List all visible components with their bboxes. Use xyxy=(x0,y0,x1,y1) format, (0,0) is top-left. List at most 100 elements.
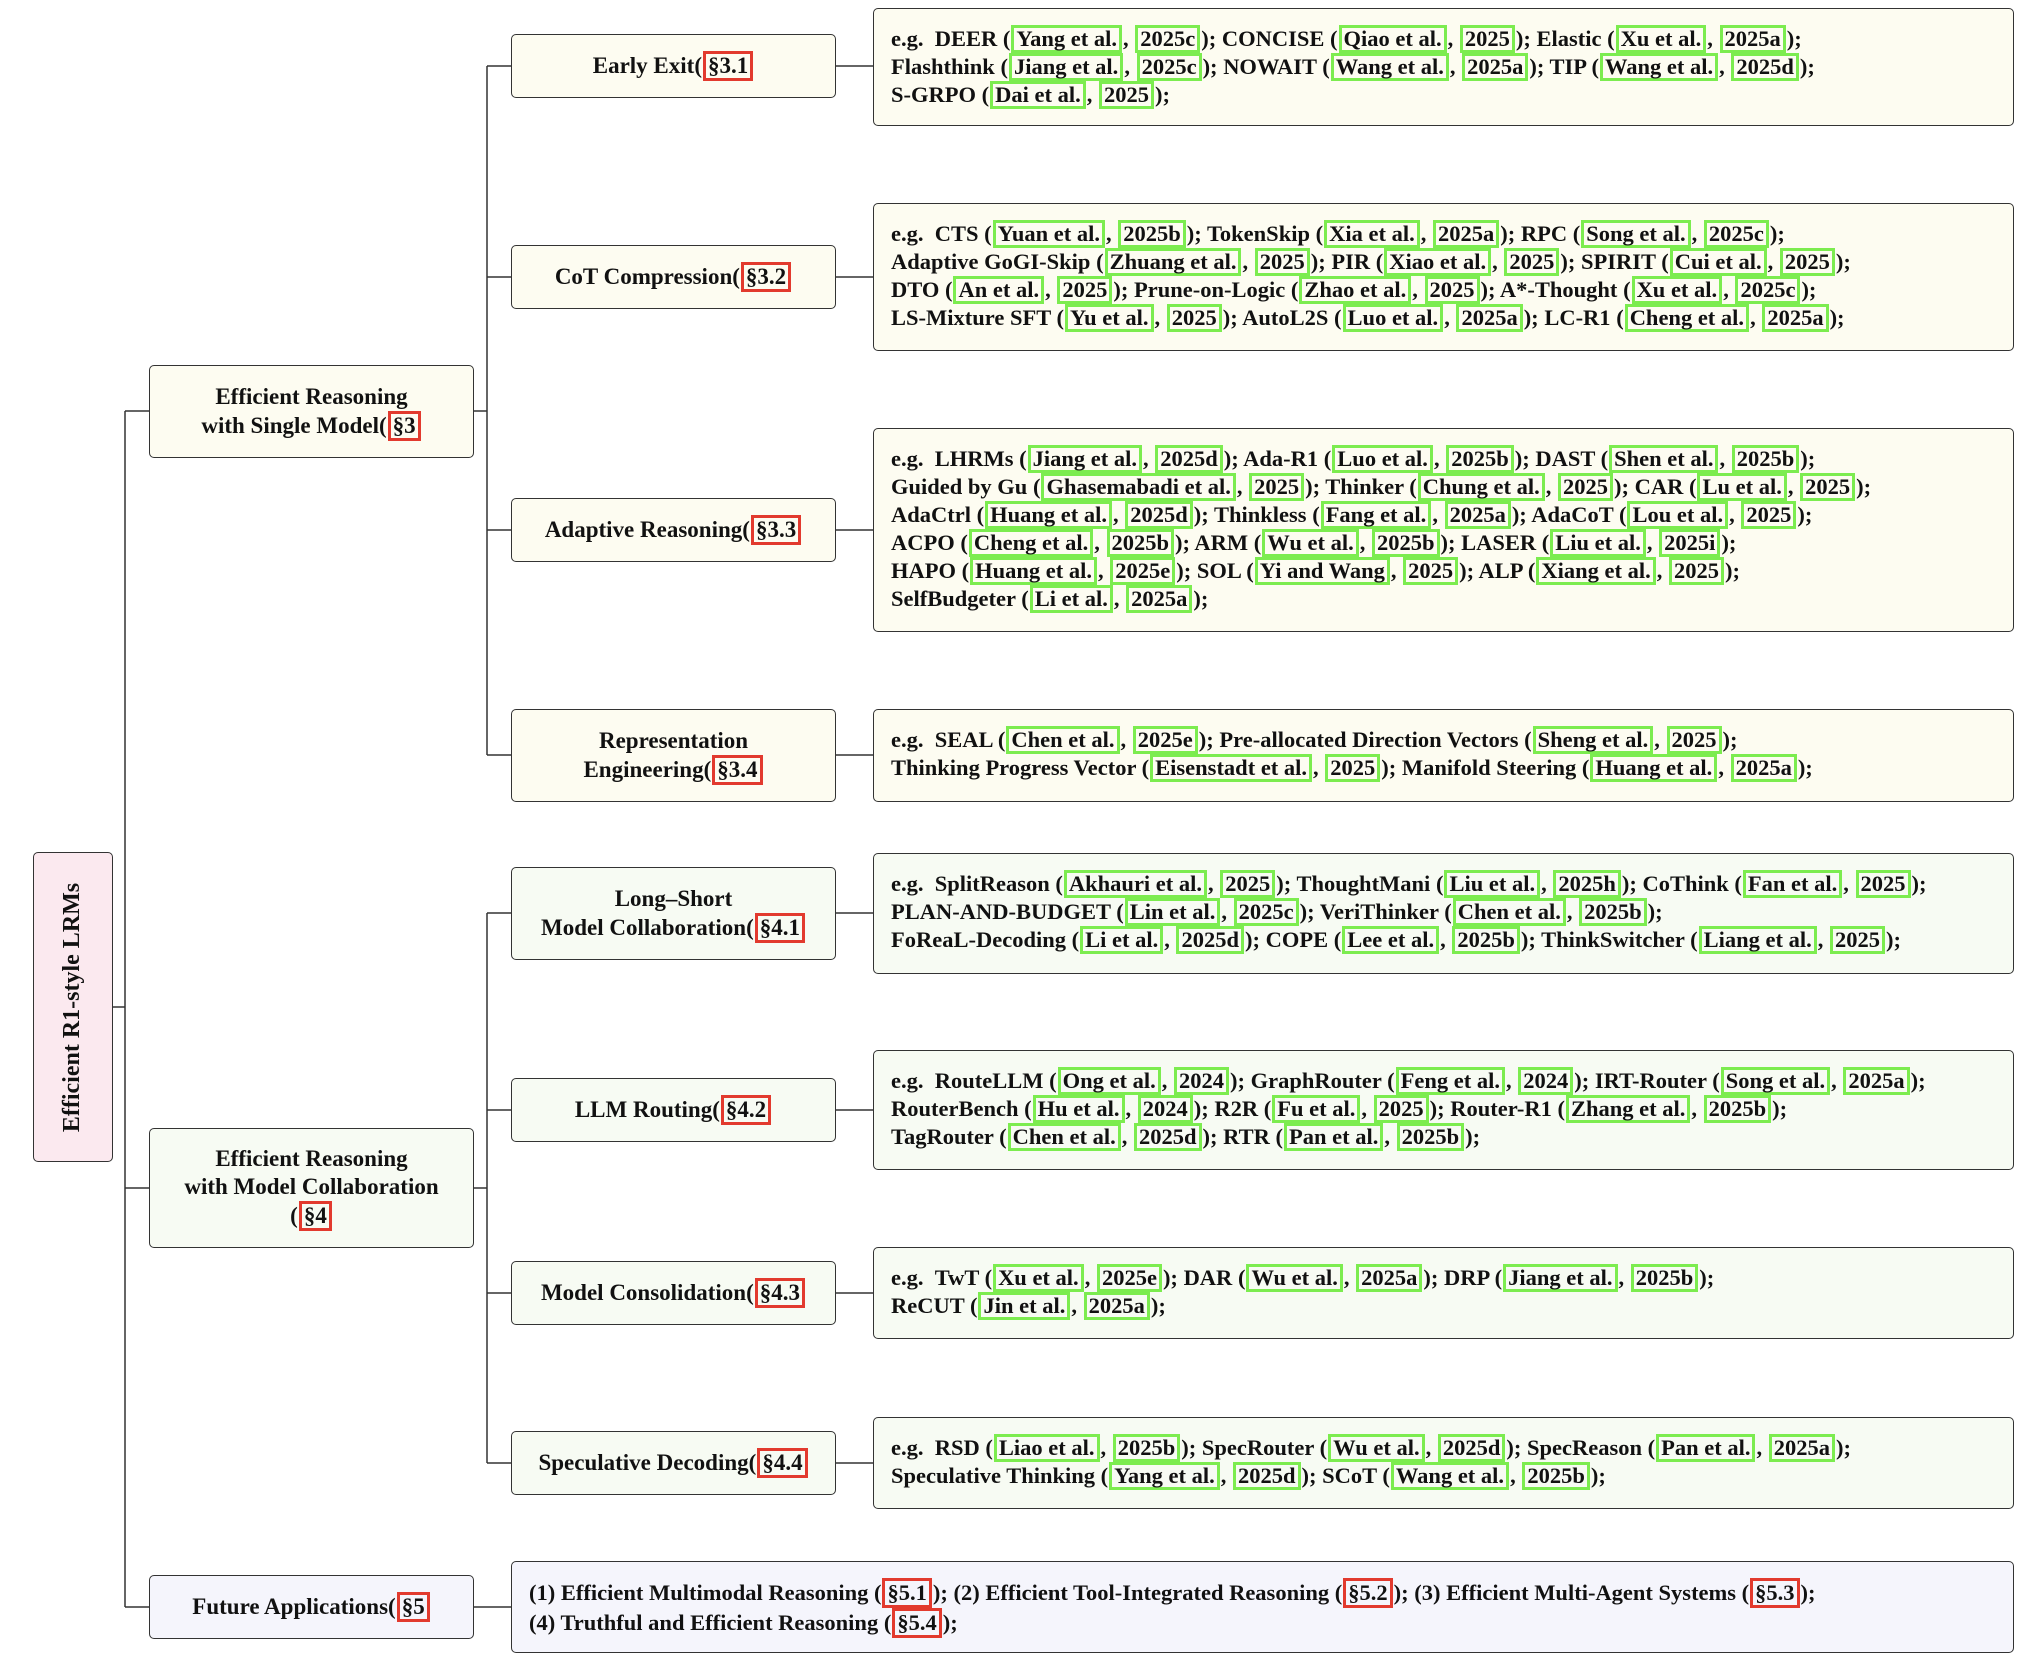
method-name: ReCUT xyxy=(891,1293,965,1318)
citation-year: 2025 xyxy=(1855,870,1911,898)
citation-year: 2025 xyxy=(1249,473,1305,501)
citation-year: 2025e xyxy=(1132,726,1198,754)
citation-year: 2025a xyxy=(1843,1067,1910,1095)
method-name: SplitReason xyxy=(934,871,1050,896)
method-name: Thinking Progress Vector xyxy=(891,755,1137,780)
eg-prefix: e.g. xyxy=(891,727,924,752)
section-ref: §4.4 xyxy=(757,1448,808,1478)
node-label-line: (§4 xyxy=(290,1201,333,1231)
method-name: Ada-R1 xyxy=(1243,446,1319,471)
node-label-line: with Single Model (§3 xyxy=(201,410,421,441)
citation-year: 2025b xyxy=(1118,220,1186,248)
leaf-representation-engineering-methods: e.g. SEAL (Chen et al., 2025e); Pre-allo… xyxy=(873,709,2014,802)
method-line: e.g. LHRMs (Jiang et al., 2025d); Ada-R1… xyxy=(891,445,1816,473)
method-name: COPE xyxy=(1265,927,1329,952)
node-label-text: Future Applications xyxy=(192,1594,389,1619)
method-name: GraphRouter xyxy=(1250,1068,1382,1093)
citation-author: Cui et al. xyxy=(1669,248,1767,276)
citation-year: 2025d xyxy=(1134,1123,1202,1151)
citation-year: 2025e xyxy=(1096,1264,1162,1292)
method-name: ACPO xyxy=(891,530,955,555)
citation-author: Huang et al. xyxy=(970,557,1098,585)
node-label-text: Long–Short xyxy=(614,885,733,911)
citation-year: 2025 xyxy=(1057,276,1113,304)
method-name: Prune-on-Logic xyxy=(1133,277,1286,302)
section-ref: §4.1 xyxy=(754,912,805,943)
method-name: SelfBudgeter xyxy=(891,586,1016,611)
method-name: TIP xyxy=(1549,54,1586,79)
node-label-text: Representation xyxy=(598,727,749,753)
citation-author: Zhao et al. xyxy=(1299,276,1412,304)
section-ref: §5.4 xyxy=(892,1608,942,1638)
method-line: e.g. RSD (Liao et al., 2025b); SpecRoute… xyxy=(891,1434,1851,1462)
citation-year: 2025e xyxy=(1110,557,1176,585)
citation-year: 2025b xyxy=(1452,926,1520,954)
citation-year: 2025b xyxy=(1703,1095,1772,1123)
citation-year: 2024 xyxy=(1137,1095,1193,1123)
citation-author: Eisenstadt et al. xyxy=(1150,754,1313,782)
node-label-line: Speculative Decoding (§4.4 xyxy=(538,1448,808,1478)
citation-author: An et al. xyxy=(953,276,1045,304)
section-ref: §5.1 xyxy=(882,1578,932,1608)
section-ref: §3.2 xyxy=(740,262,792,292)
node-label-text: Adaptive Reasoning xyxy=(544,517,743,542)
method-name: TagRouter xyxy=(891,1124,994,1149)
citation-year: 2025 xyxy=(1557,473,1613,501)
method-name: SPIRIT xyxy=(1580,249,1656,274)
citation-author: Lin et al. xyxy=(1124,898,1221,926)
citation-year: 2025b xyxy=(1630,1264,1699,1292)
node-label-text: Model Collaboration xyxy=(540,914,747,940)
citation-author: Chen et al. xyxy=(1452,898,1566,926)
citation-author: Lu et al. xyxy=(1697,473,1787,501)
method-name: SEAL xyxy=(934,727,993,752)
citation-year: 2025c xyxy=(1135,25,1201,53)
method-line: Speculative Thinking (Yang et al., 2025d… xyxy=(891,1462,1606,1490)
method-name: LS-Mixture SFT xyxy=(891,305,1051,330)
citation-year: 2025 xyxy=(1504,248,1560,276)
leaf-llm-routing-methods: e.g. RouteLLM (Ong et al., 2024); GraphR… xyxy=(873,1050,2014,1170)
citation-author: Lee et al. xyxy=(1342,926,1440,954)
citation-author: Liang et al. xyxy=(1698,926,1817,954)
method-name: Adaptive GoGI-Skip xyxy=(891,249,1091,274)
method-name: RTR xyxy=(1223,1124,1270,1149)
method-line: TagRouter (Chen et al., 2025d); RTR (Pan… xyxy=(891,1123,1481,1151)
node-label-line: Efficient Reasoning xyxy=(215,1145,407,1173)
eg-prefix: e.g. xyxy=(891,1265,924,1290)
citation-year: 2025b xyxy=(1112,1434,1181,1462)
section-ref: §3.3 xyxy=(750,515,802,545)
citation-year: 2025d xyxy=(1155,445,1223,473)
method-line: Adaptive GoGI-Skip (Zhuang et al., 2025)… xyxy=(891,248,1851,276)
citation-author: Jin et al. xyxy=(978,1292,1071,1320)
leaf-long-short-collaboration-methods: e.g. SplitReason (Akhauri et al., 2025);… xyxy=(873,853,2014,974)
method-name: Speculative Thinking xyxy=(891,1463,1096,1488)
method-name: VeriThinker xyxy=(1319,899,1439,924)
method-name: ThoughtMani xyxy=(1296,871,1431,896)
method-line: PLAN-AND-BUDGET (Lin et al., 2025c); Ver… xyxy=(891,898,1663,926)
citation-year: 2025d xyxy=(1176,926,1244,954)
method-line: FoReaL-Decoding (Li et al., 2025d); COPE… xyxy=(891,926,1901,954)
citation-author: Qiao et al. xyxy=(1338,25,1447,53)
eg-prefix: e.g. xyxy=(891,446,924,471)
future-item: (3) Efficient Multi-Agent Systems xyxy=(1414,1580,1737,1605)
section-ref: §5.3 xyxy=(1750,1578,1800,1608)
method-name: SOL xyxy=(1196,558,1241,583)
node-label-line: Model Consolidation (§4.3 xyxy=(541,1278,806,1308)
method-line: SelfBudgeter (Li et al., 2025a); xyxy=(891,585,1209,613)
citation-author: Xiang et al. xyxy=(1536,557,1656,585)
method-name: CONCISE xyxy=(1221,26,1325,51)
method-name: NOWAIT xyxy=(1223,54,1317,79)
node-adaptive-reasoning: Adaptive Reasoning (§3.3 xyxy=(511,498,836,562)
citation-year: 2025b xyxy=(1446,445,1514,473)
node-label-text: CoT Compression xyxy=(554,264,733,289)
node-label-text: Model Consolidation xyxy=(540,1280,747,1305)
method-line: S-GRPO (Dai et al., 2025); xyxy=(891,81,1170,109)
method-line: e.g. SplitReason (Akhauri et al., 2025);… xyxy=(891,870,1927,898)
citation-author: Luo et al. xyxy=(1332,445,1433,473)
citation-year: 2025 xyxy=(1325,754,1381,782)
leaf-speculative-decoding-methods: e.g. RSD (Liao et al., 2025b); SpecRoute… xyxy=(873,1417,2014,1509)
citation-author: Yuan et al. xyxy=(992,220,1105,248)
citation-author: Huang et al. xyxy=(1590,754,1718,782)
method-name: AdaCoT xyxy=(1531,502,1614,527)
node-label-line: Adaptive Reasoning (§3.3 xyxy=(545,515,802,545)
